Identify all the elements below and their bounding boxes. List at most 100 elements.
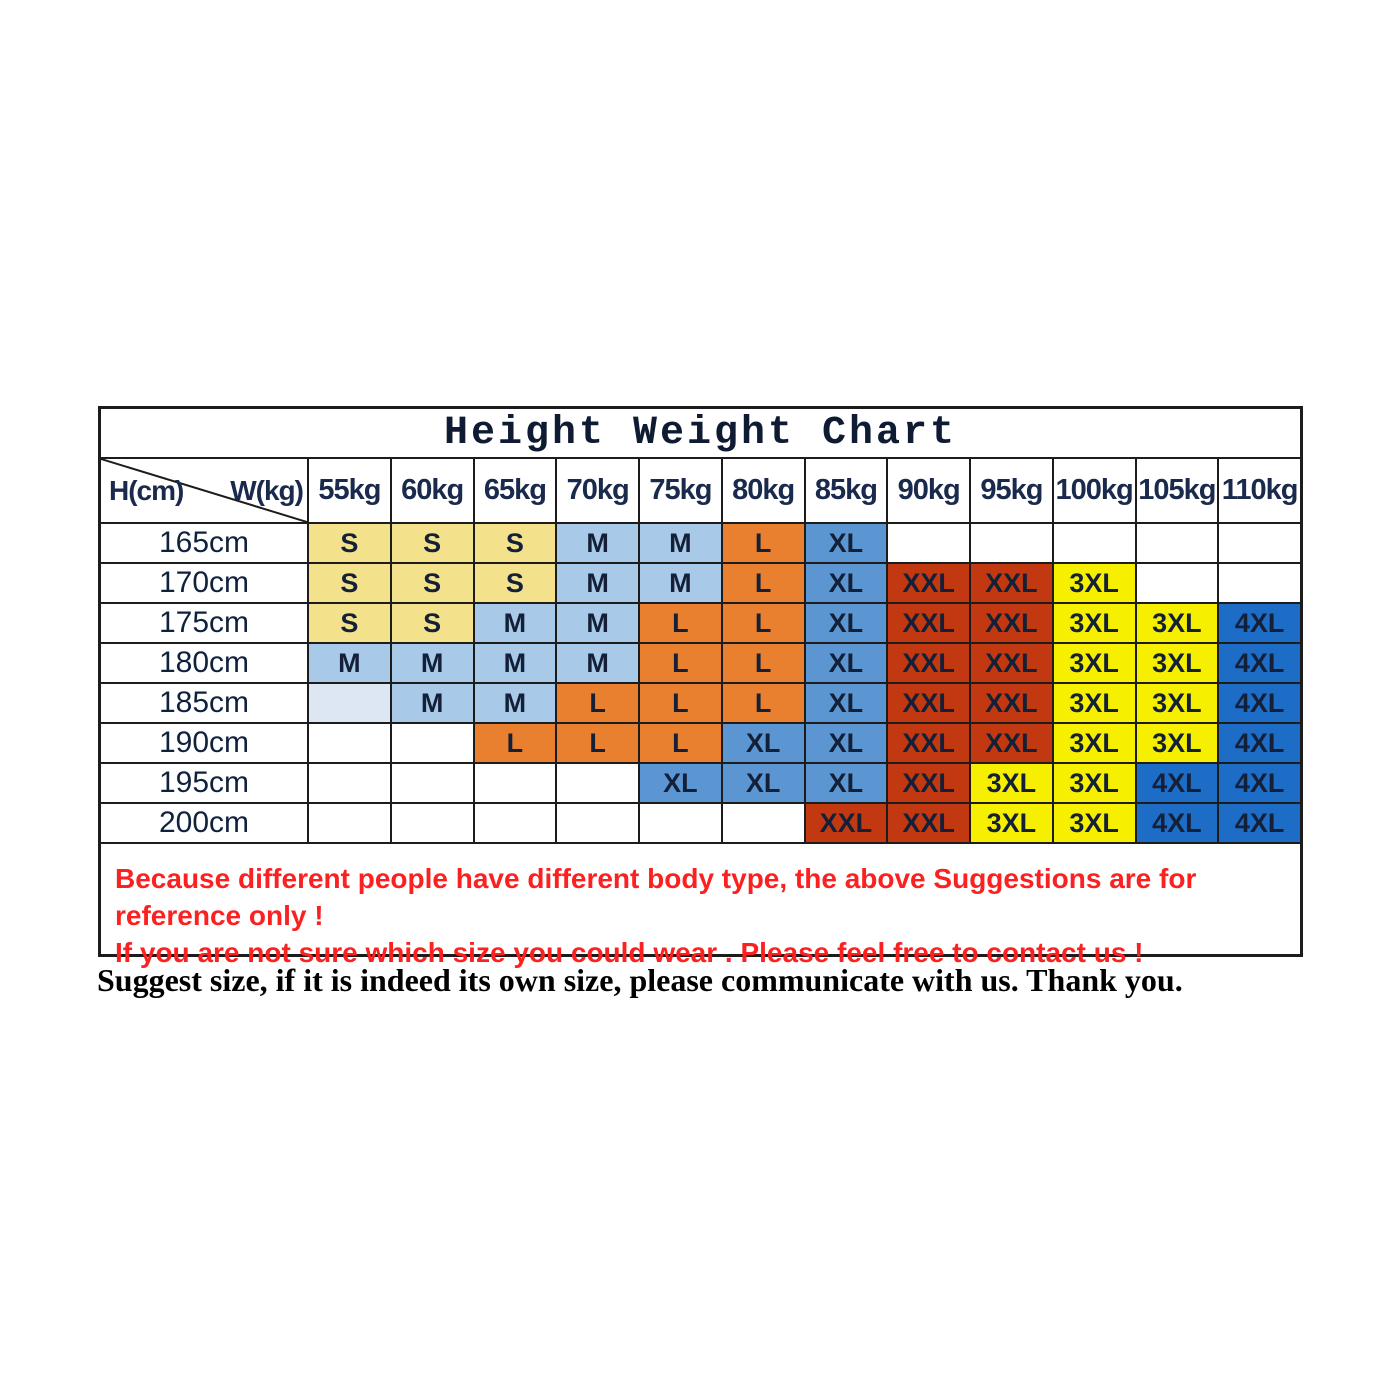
size-cell: L <box>720 564 804 602</box>
height-weight-table: Height Weight Chart H(cm) W(kg) 55kg 60kg… <box>98 406 1303 968</box>
weight-axis-label: W(kg) <box>230 474 304 506</box>
size-cell: M <box>472 644 556 682</box>
size-cell <box>389 724 473 762</box>
size-cell: S <box>307 604 390 642</box>
size-cell: L <box>638 724 721 762</box>
size-cell: XL <box>720 764 804 802</box>
size-cell: S <box>472 524 556 562</box>
size-cell <box>389 804 473 842</box>
size-cell: L <box>555 684 638 722</box>
size-cell: 3XL <box>1134 684 1218 722</box>
size-cell <box>1134 564 1218 602</box>
size-cell: XL <box>803 764 887 802</box>
column-header-110kg: 110kg <box>1217 459 1300 522</box>
size-cell: L <box>638 644 721 682</box>
size-cell: XXL <box>886 724 969 762</box>
size-cell <box>389 764 473 802</box>
table-header-row: H(cm) W(kg) 55kg 60kg 65kg 70kg 75kg 80kg 85kg… <box>101 459 1300 524</box>
size-cell: XXL <box>803 804 887 842</box>
size-cell <box>969 524 1052 562</box>
table-row-190cm: 190cm L L L XL XL XXL XXL 3XL 3XL 4XL <box>101 724 1300 764</box>
size-cell: M <box>389 684 473 722</box>
size-cell: XL <box>803 524 887 562</box>
size-cell: 3XL <box>1051 764 1135 802</box>
size-cell: M <box>307 644 390 682</box>
size-cell: XXL <box>969 644 1052 682</box>
row-header-200cm: 200cm <box>158 806 250 839</box>
table-row-170cm: 170cm S S S M M L XL XXL XXL 3XL <box>101 564 1300 604</box>
size-cell <box>720 804 804 842</box>
size-cell: M <box>555 604 638 642</box>
row-header-190cm: 190cm <box>158 726 250 759</box>
size-cell: M <box>555 564 638 602</box>
row-header-165cm: 165cm <box>158 526 250 559</box>
column-header-90kg: 90kg <box>886 459 969 522</box>
size-cell: 4XL <box>1217 764 1300 802</box>
size-cell: 3XL <box>1134 724 1218 762</box>
size-cell: S <box>389 604 473 642</box>
column-header-65kg: 65kg <box>472 459 556 522</box>
size-cell <box>1217 564 1300 602</box>
size-cell: XXL <box>886 644 969 682</box>
size-cell: L <box>720 524 804 562</box>
note-line-2: If you are not sure which size you could… <box>115 937 1144 968</box>
size-cell: 3XL <box>1051 604 1135 642</box>
size-cell: XXL <box>969 724 1052 762</box>
size-cell: XL <box>720 724 804 762</box>
diagonal-line <box>101 459 307 522</box>
size-cell: XL <box>803 604 887 642</box>
size-cell <box>472 764 556 802</box>
size-cell: L <box>720 644 804 682</box>
table-row-200cm: 200cm XXL XXL 3XL 3XL 4XL 4XL <box>101 804 1300 844</box>
size-cell: L <box>720 684 804 722</box>
column-header-60kg: 60kg <box>389 459 473 522</box>
size-cell: 3XL <box>1051 564 1135 602</box>
size-cell: 3XL <box>969 804 1052 842</box>
note-line-1: Because different people have different … <box>115 863 1197 931</box>
column-header-55kg: 55kg <box>307 459 390 522</box>
size-cell <box>555 804 638 842</box>
size-cell: 4XL <box>1217 684 1300 722</box>
size-cell <box>307 804 390 842</box>
size-cell: L <box>555 724 638 762</box>
size-cell: 4XL <box>1217 644 1300 682</box>
size-cell: S <box>472 564 556 602</box>
table-row-165cm: 165cm S S S M M L XL <box>101 524 1300 564</box>
column-header-85kg: 85kg <box>803 459 887 522</box>
size-cell <box>555 764 638 802</box>
table-row-180cm: 180cm M M M M L L XL XXL XXL 3XL 3XL 4XL <box>101 644 1300 684</box>
size-cell: 3XL <box>1051 804 1135 842</box>
size-cell: XL <box>803 684 887 722</box>
size-cell <box>1134 524 1218 562</box>
size-cell: M <box>472 684 556 722</box>
note-box: Because different people have different … <box>101 844 1300 971</box>
size-cell: L <box>720 604 804 642</box>
table-row-195cm: 195cm XL XL XL XXL 3XL 3XL 4XL 4XL <box>101 764 1300 804</box>
size-cell: XL <box>638 764 721 802</box>
size-cell: 3XL <box>1134 604 1218 642</box>
size-cell: M <box>389 644 473 682</box>
size-table-body: 165cm S S S M M L XL 170cm S S S M M L XL XXL XXL 3XL 175cm… <box>101 524 1300 844</box>
size-cell: M <box>555 644 638 682</box>
size-cell: XXL <box>969 564 1052 602</box>
column-header-100kg: 100kg <box>1051 459 1135 522</box>
corner-cell: H(cm) W(kg) <box>101 459 307 522</box>
size-cell: L <box>638 684 721 722</box>
size-cell <box>638 804 721 842</box>
size-cell: XXL <box>886 804 969 842</box>
size-cell: 3XL <box>969 764 1052 802</box>
height-axis-label: H(cm) <box>109 474 184 506</box>
table-title: Height Weight Chart <box>101 409 1300 459</box>
size-cell <box>307 764 390 802</box>
size-cell: XL <box>803 724 887 762</box>
size-cell: XXL <box>886 684 969 722</box>
size-cell: M <box>638 564 721 602</box>
size-cell: 4XL <box>1217 604 1300 642</box>
size-cell: M <box>555 524 638 562</box>
size-cell: 4XL <box>1217 804 1300 842</box>
column-header-105kg: 105kg <box>1134 459 1218 522</box>
column-header-95kg: 95kg <box>969 459 1052 522</box>
row-header-175cm: 175cm <box>158 606 250 639</box>
size-cell: M <box>638 524 721 562</box>
